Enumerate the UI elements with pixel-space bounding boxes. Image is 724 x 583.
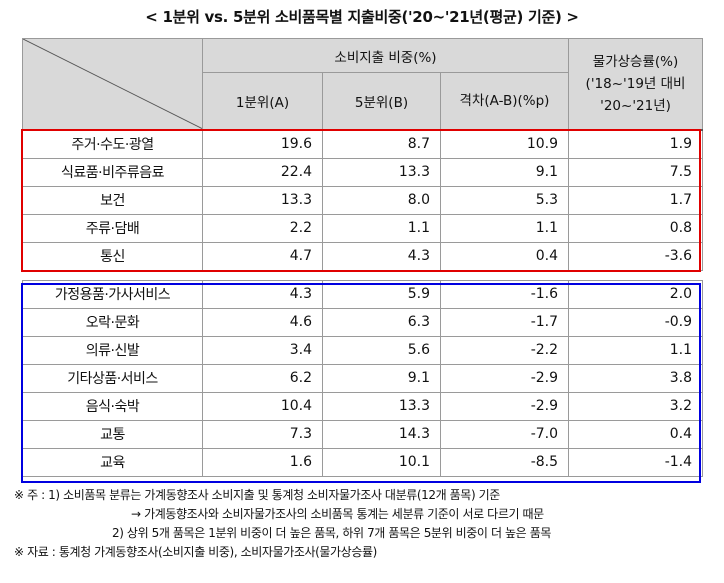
item-name: 오락·문화	[22, 307, 203, 337]
table-row: 기타상품·서비스 6.2 9.1 -2.9 3.8	[22, 363, 704, 393]
share-gap: -1.6	[439, 279, 570, 309]
q5-share: 13.3	[322, 391, 441, 421]
table-row: 보건 13.3 8.0 5.3 1.7	[22, 185, 704, 215]
inflation-rate: 3.2	[568, 391, 704, 421]
q5-share: 8.7	[322, 128, 441, 159]
q1-share: 4.7	[202, 241, 323, 271]
item-name: 교통	[22, 419, 203, 449]
table-row: 주거·수도·광열 19.6 8.7 10.9 1.9	[22, 128, 704, 159]
item-name: 주거·수도·광열	[22, 128, 203, 159]
footnote-1: ※ 주 : 1) 소비품목 분류는 가계동향조사 소비지출 및 통계청 소비자물…	[14, 488, 500, 502]
q1-share: 7.3	[202, 419, 323, 449]
q5-share: 5.6	[322, 335, 441, 365]
diagonal-line	[23, 39, 202, 129]
item-name: 교육	[22, 447, 203, 477]
q1-share: 2.2	[202, 213, 323, 243]
inflation-rate: 1.1	[568, 335, 704, 365]
share-gap: -2.2	[439, 335, 570, 365]
item-name: 식료품·비주류음료	[22, 157, 203, 187]
inflation-rate: 3.8	[568, 363, 704, 393]
table-row: 의류·신발 3.4 5.6 -2.2 1.1	[22, 335, 704, 365]
q5-share: 1.1	[322, 213, 441, 243]
q5-share: 6.3	[322, 307, 441, 337]
q1-share: 6.2	[202, 363, 323, 393]
source-note: ※ 자료 : 통계청 가계동향조사(소비지출 비중), 소비자물가조사(물가상승…	[14, 545, 377, 559]
header-diff: 격차(A-B)(%p)	[439, 72, 570, 130]
q1-share: 22.4	[202, 157, 323, 187]
share-gap: 0.4	[439, 241, 570, 271]
share-gap: -8.5	[439, 447, 570, 477]
q1-share: 3.4	[202, 335, 323, 365]
footnotes: ※ 주 : 1) 소비품목 분류는 가계동향조사 소비지출 및 통계청 소비자물…	[14, 486, 714, 562]
table-row: 주류·담배 2.2 1.1 1.1 0.8	[22, 213, 704, 243]
inflation-rate: 0.4	[568, 419, 704, 449]
q5-share: 8.0	[322, 185, 441, 215]
share-gap: 9.1	[439, 157, 570, 187]
q5-share: 13.3	[322, 157, 441, 187]
inflation-rate: -3.6	[568, 241, 704, 271]
inflation-rate: 0.8	[568, 213, 704, 243]
share-gap: -2.9	[439, 363, 570, 393]
item-name: 음식·숙박	[22, 391, 203, 421]
share-gap: -2.9	[439, 391, 570, 421]
table-row: 교육 1.6 10.1 -8.5 -1.4	[22, 447, 704, 477]
spending-table: 소비지출 비중(%) 물가상승률(%)('18~'19년 대비 '20~'21년…	[22, 38, 704, 477]
table-row: 음식·숙박 10.4 13.3 -2.9 3.2	[22, 391, 704, 421]
inflation-rate: -1.4	[568, 447, 704, 477]
header-spending-share: 소비지출 비중(%)	[201, 38, 570, 73]
item-name: 의류·신발	[22, 335, 203, 365]
q1-share: 4.6	[202, 307, 323, 337]
table-row: 오락·문화 4.6 6.3 -1.7 -0.9	[22, 307, 704, 337]
header-corner-cell	[22, 38, 203, 130]
share-gap: -1.7	[439, 307, 570, 337]
item-name: 가정용품·가사서비스	[22, 279, 203, 309]
item-name: 보건	[22, 185, 203, 215]
q5-share: 10.1	[322, 447, 441, 477]
footnote-2: 2) 상위 5개 품목은 1분위 비중이 더 높은 품목, 하위 7개 품목은 …	[112, 526, 551, 540]
inflation-rate: 1.7	[568, 185, 704, 215]
inflation-rate: -0.9	[568, 307, 704, 337]
table-title: < 1분위 vs. 5분위 소비품목별 지출비중('20~'21년(평균) 기준…	[145, 8, 579, 26]
share-gap: 10.9	[439, 128, 570, 159]
q5-share: 14.3	[322, 419, 441, 449]
table-row: 가정용품·가사서비스 4.3 5.9 -1.6 2.0	[22, 279, 704, 309]
footnote-1-arrow: → 가계동향조사와 소비자물가조사의 소비품목 통계는 세분류 기준이 서로 다…	[131, 507, 544, 521]
inflation-rate: 7.5	[568, 157, 704, 187]
share-gap: 5.3	[439, 185, 570, 215]
share-gap: -7.0	[439, 419, 570, 449]
q1-share: 19.6	[202, 128, 323, 159]
q1-share: 4.3	[202, 279, 323, 309]
q1-share: 1.6	[202, 447, 323, 477]
q5-share: 4.3	[322, 241, 441, 271]
inflation-rate: 2.0	[568, 279, 704, 309]
share-gap: 1.1	[439, 213, 570, 243]
header-inflation: 물가상승률(%)('18~'19년 대비 '20~'21년)	[568, 38, 704, 130]
header-q1: 1분위(A)	[202, 72, 323, 130]
spacer-cell	[22, 269, 703, 281]
q1-share: 10.4	[202, 391, 323, 421]
q1-share: 13.3	[202, 185, 323, 215]
item-name: 통신	[22, 241, 203, 271]
table-row: 통신 4.7 4.3 0.4 -3.6	[22, 241, 704, 271]
group-spacer	[22, 269, 703, 281]
q5-share: 5.9	[322, 279, 441, 309]
item-name: 주류·담배	[22, 213, 203, 243]
table-row: 식료품·비주류음료 22.4 13.3 9.1 7.5	[22, 157, 704, 187]
inflation-rate: 1.9	[568, 128, 704, 159]
q5-share: 9.1	[322, 363, 441, 393]
header-q5: 5분위(B)	[322, 72, 441, 130]
table-row: 교통 7.3 14.3 -7.0 0.4	[22, 419, 704, 449]
item-name: 기타상품·서비스	[22, 363, 203, 393]
